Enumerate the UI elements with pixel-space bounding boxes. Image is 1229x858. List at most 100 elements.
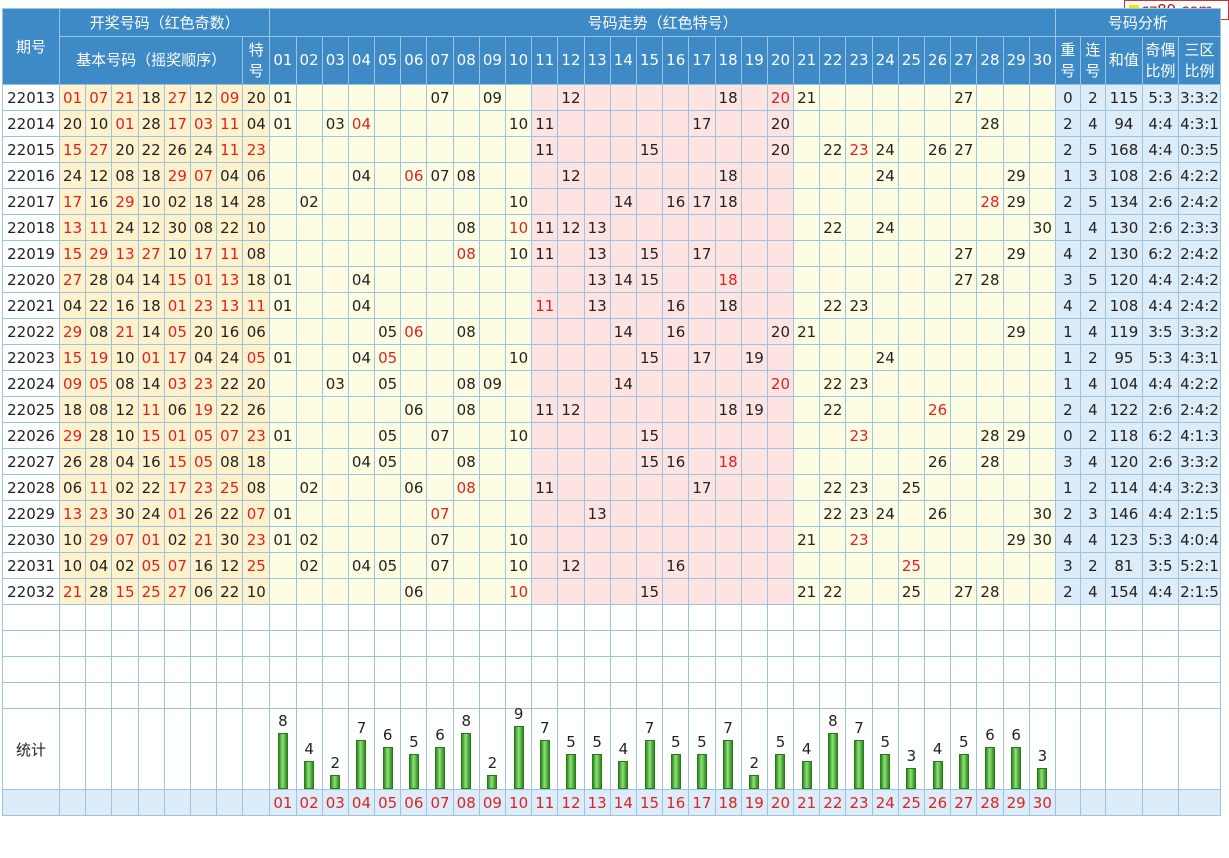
trend-empty-cell [897, 110, 926, 137]
analysis-sum-cell: 108 [1104, 292, 1143, 319]
trend-hit-cell: 22 [819, 214, 847, 241]
stat-bar [330, 774, 341, 789]
empty-cell [531, 630, 559, 657]
trend-empty-cell [1028, 162, 1056, 189]
trend-empty-cell [923, 344, 952, 371]
trend-hit-cell: 16 [662, 448, 690, 475]
basic-number-cell: 22 [216, 370, 244, 397]
trend-empty-cell [662, 214, 690, 241]
trend-hit-cell: 28 [976, 266, 1004, 293]
analysis-zone-cell: 3:3:2 [1177, 448, 1221, 475]
empty-cell [976, 604, 1004, 631]
trend-empty-cell [426, 292, 454, 319]
trend-empty-cell [321, 84, 349, 111]
trend-empty-cell [1028, 136, 1056, 163]
period-cell: 22032 [2, 578, 60, 605]
footer-number-label: 08 [452, 789, 480, 816]
trend-empty-cell [347, 84, 376, 111]
basic-number-cell: 18 [137, 84, 165, 111]
trend-empty-cell [269, 578, 297, 605]
basic-number-cell: 04 [111, 266, 139, 293]
trend-empty-cell [269, 240, 297, 267]
trend-empty-cell [845, 396, 873, 423]
trend-hit-cell: 05 [374, 422, 402, 449]
analysis-repeat-cell: 4 [1054, 292, 1081, 319]
header-trend-col-03: 03 [321, 36, 349, 85]
basic-number-cell: 16 [189, 552, 218, 579]
analysis-consecutive-cell: 5 [1079, 188, 1106, 215]
empty-cell [137, 656, 165, 683]
empty-cell [1141, 682, 1179, 709]
basic-number-cell: 27 [163, 578, 191, 605]
trend-hit-cell: 01 [269, 422, 297, 449]
footer-number-label: 02 [295, 789, 323, 816]
trend-hit-cell: 28 [976, 422, 1004, 449]
trend-empty-cell [950, 188, 978, 215]
period-cell: 22015 [2, 136, 60, 163]
trend-empty-cell [897, 84, 926, 111]
stat-bar [984, 746, 995, 789]
trend-hit-cell: 22 [819, 136, 847, 163]
stat-value-label: 5 [409, 732, 419, 751]
trend-empty-cell [688, 214, 716, 241]
trend-empty-cell [740, 474, 768, 501]
header-trend-col-15: 15 [635, 36, 664, 85]
trend-empty-cell [557, 318, 585, 345]
trend-empty-cell [819, 240, 847, 267]
analysis-odd-even-cell: 3:5 [1141, 552, 1179, 579]
analysis-sum-cell: 95 [1104, 344, 1143, 371]
stat-bar [932, 760, 943, 789]
analysis-zone-cell: 2:4:2 [1177, 266, 1221, 293]
trend-empty-cell [793, 474, 821, 501]
stat-bar [775, 753, 786, 789]
empty-cell [216, 604, 244, 631]
analysis-repeat-cell: 2 [1054, 396, 1081, 423]
trend-empty-cell [819, 526, 847, 553]
basic-number-cell: 11 [216, 240, 244, 267]
empty-period-cell [2, 630, 60, 657]
trend-empty-cell [1028, 188, 1056, 215]
stats-empty-cell [189, 708, 218, 790]
stat-bar [539, 739, 550, 789]
trend-hit-cell: 01 [269, 266, 297, 293]
trend-empty-cell [923, 578, 952, 605]
empty-cell [269, 656, 297, 683]
trend-empty-cell [374, 214, 402, 241]
analysis-sum-cell: 168 [1104, 136, 1143, 163]
special-number-cell: 26 [242, 396, 271, 423]
trend-empty-cell [269, 474, 297, 501]
trend-empty-cell [871, 422, 899, 449]
trend-empty-cell [609, 552, 637, 579]
trend-empty-cell [583, 188, 611, 215]
analysis-sum-cell: 123 [1104, 526, 1143, 553]
stat-bar [644, 739, 655, 789]
basic-number-cell: 21 [189, 526, 218, 553]
analysis-sum-cell: 94 [1104, 110, 1143, 137]
trend-empty-cell [347, 474, 376, 501]
basic-number-cell: 26 [189, 500, 218, 527]
trend-empty-cell [714, 344, 742, 371]
trend-empty-cell [714, 110, 742, 137]
trend-empty-cell [374, 292, 402, 319]
trend-empty-cell [478, 552, 507, 579]
period-cell: 22021 [2, 292, 60, 319]
trend-empty-cell [321, 266, 349, 293]
footer-empty-cell [1054, 789, 1081, 816]
trend-empty-cell [531, 318, 559, 345]
empty-cell [557, 656, 585, 683]
footer-number-label: 17 [688, 789, 716, 816]
stat-bar [801, 760, 812, 789]
trend-empty-cell [557, 422, 585, 449]
trend-empty-cell [845, 110, 873, 137]
stat-value-label: 3 [906, 746, 917, 765]
empty-cell [58, 656, 87, 683]
empty-cell [426, 630, 454, 657]
trend-empty-cell [635, 110, 664, 137]
basic-number-cell: 08 [111, 370, 139, 397]
empty-cell [635, 656, 664, 683]
empty-cell [1141, 604, 1179, 631]
footer-number-label: 09 [478, 789, 507, 816]
analysis-odd-even-cell: 5:3 [1141, 84, 1179, 111]
footer-row: 01 02 03 04 05 06 07 08 09 10 11 12 13 14 15 16 17 18 19 20… [2, 789, 1221, 816]
basic-number-cell: 08 [85, 318, 113, 345]
